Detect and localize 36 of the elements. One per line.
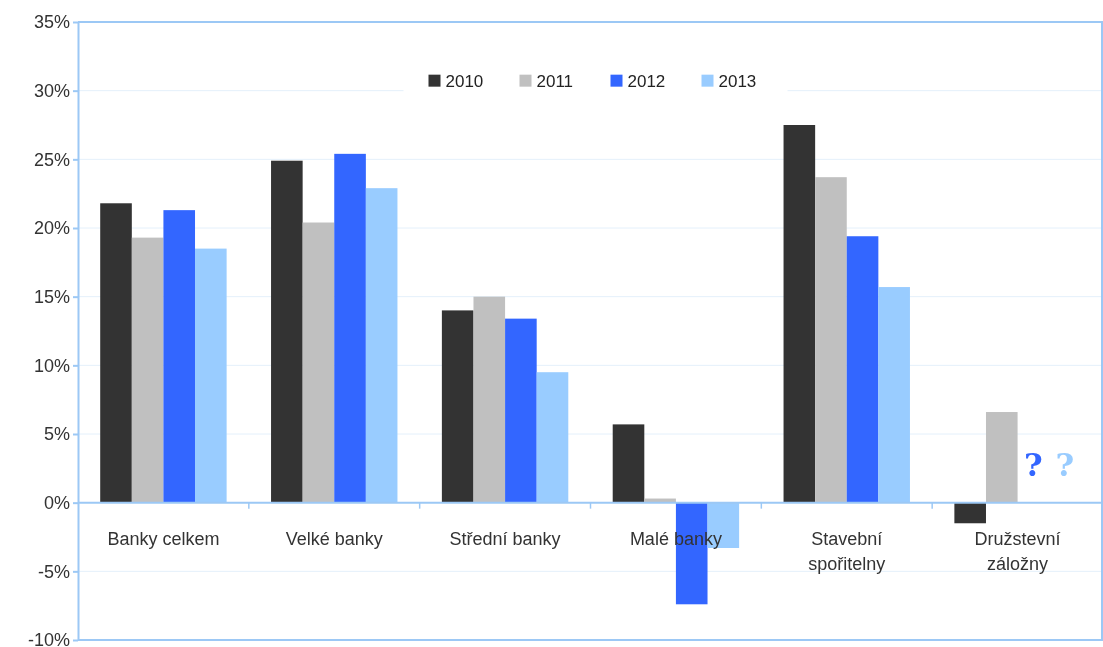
legend-label: 2011 [536, 71, 574, 91]
y-tick-label: 0% [43, 492, 70, 513]
bar [783, 125, 816, 503]
y-tick-label: 5% [43, 424, 70, 445]
bar [271, 160, 303, 503]
bar [815, 177, 847, 503]
y-tick-label: -10% [27, 630, 70, 647]
y-tick-label: 20% [33, 218, 70, 239]
bar [131, 237, 164, 503]
x-tick-label: Družstevní záložny [974, 528, 1061, 574]
bar [441, 310, 474, 503]
annotation: ? [1055, 446, 1075, 485]
y-tick-label: 30% [33, 80, 70, 101]
bar [163, 210, 196, 503]
y-tick-label: 15% [33, 286, 70, 307]
x-tick-label: Stavební spořitelny [808, 528, 886, 574]
annotation: ? [1024, 446, 1043, 485]
bar [612, 424, 645, 503]
x-tick-label: Velké banky [285, 528, 383, 549]
bar [473, 296, 506, 503]
x-tick-label: Střední banky [449, 528, 561, 549]
legend-label: 2013 [718, 71, 757, 91]
bar [302, 222, 335, 503]
bar [505, 318, 537, 503]
y-tick-label: 25% [33, 149, 70, 170]
bar [846, 236, 879, 503]
y-tick-label: 35% [33, 12, 70, 33]
x-tick-label: Banky celkem [107, 528, 220, 549]
legend-label: 2010 [445, 71, 484, 91]
bar [334, 153, 366, 503]
y-tick-label: -5% [37, 561, 70, 582]
bar [100, 203, 132, 503]
legend-label: 2012 [627, 71, 666, 91]
bar [985, 412, 1018, 503]
bar [954, 502, 986, 524]
y-tick-label: 10% [33, 355, 70, 376]
